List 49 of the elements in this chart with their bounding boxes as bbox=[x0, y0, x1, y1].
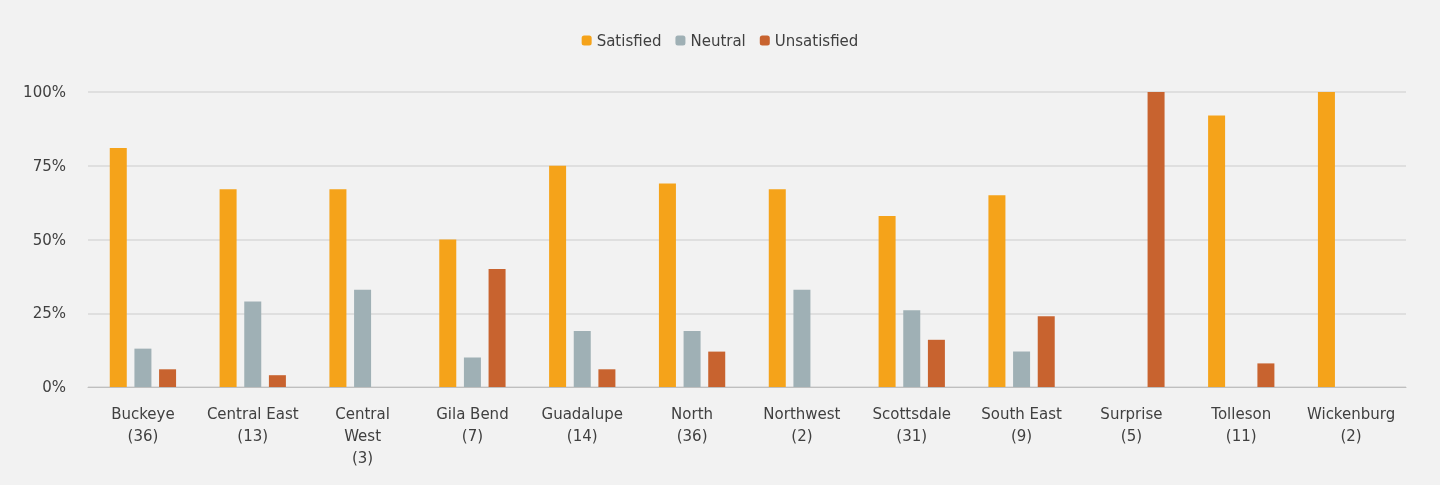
x-tick-label: North (36) bbox=[671, 405, 714, 445]
bar bbox=[268, 375, 286, 387]
bar bbox=[598, 369, 616, 387]
x-tick-label: Tolleson (11) bbox=[1210, 405, 1272, 445]
bar bbox=[439, 239, 457, 387]
bar bbox=[463, 357, 481, 387]
legend-label: Satisfied bbox=[596, 31, 662, 50]
bar bbox=[354, 289, 372, 387]
x-tick-label: Surprise (5) bbox=[1100, 405, 1163, 445]
x-tick-label: Gila Bend (7) bbox=[436, 405, 509, 445]
bar bbox=[1317, 92, 1335, 387]
bar bbox=[573, 330, 591, 387]
y-tick-label: 25% bbox=[32, 304, 66, 323]
bar bbox=[683, 330, 701, 387]
bar bbox=[768, 189, 786, 387]
x-tick-label: South East (9) bbox=[981, 405, 1063, 445]
bar bbox=[109, 148, 127, 387]
x-tick-label: Central East (13) bbox=[206, 405, 299, 445]
y-tick-label: 50% bbox=[32, 230, 66, 249]
bar bbox=[1037, 316, 1055, 387]
bar bbox=[903, 310, 921, 387]
x-tick-label: Guadalupe (14) bbox=[541, 405, 623, 445]
y-tick-label: 0% bbox=[42, 378, 66, 396]
bar bbox=[159, 369, 177, 387]
bar bbox=[658, 183, 676, 387]
bar bbox=[878, 215, 896, 387]
y-tick-label: 75% bbox=[32, 156, 66, 175]
x-tick-label: Scottsdale (31) bbox=[872, 405, 952, 445]
bar bbox=[219, 189, 237, 387]
x-tick-label: Wickenburg (2) bbox=[1306, 405, 1396, 445]
bar bbox=[1013, 351, 1031, 387]
bar bbox=[793, 289, 811, 387]
x-tick-label: Central West (3) bbox=[335, 405, 390, 467]
bar bbox=[329, 189, 347, 387]
bar bbox=[1257, 363, 1275, 387]
bar bbox=[988, 195, 1006, 387]
x-tick-label: Northwest (2) bbox=[763, 405, 841, 445]
legend-label: Neutral bbox=[690, 31, 746, 50]
bar bbox=[927, 339, 945, 387]
bar bbox=[708, 351, 726, 387]
bar bbox=[1208, 115, 1226, 387]
bar bbox=[244, 301, 262, 387]
y-tick-label: 100% bbox=[23, 83, 66, 101]
x-tick-label: Buckeye (36) bbox=[111, 405, 175, 445]
bar bbox=[488, 269, 506, 387]
legend-label: Unsatisfied bbox=[774, 31, 859, 50]
bar bbox=[134, 348, 152, 387]
bar bbox=[1147, 92, 1165, 387]
bar bbox=[549, 165, 567, 387]
